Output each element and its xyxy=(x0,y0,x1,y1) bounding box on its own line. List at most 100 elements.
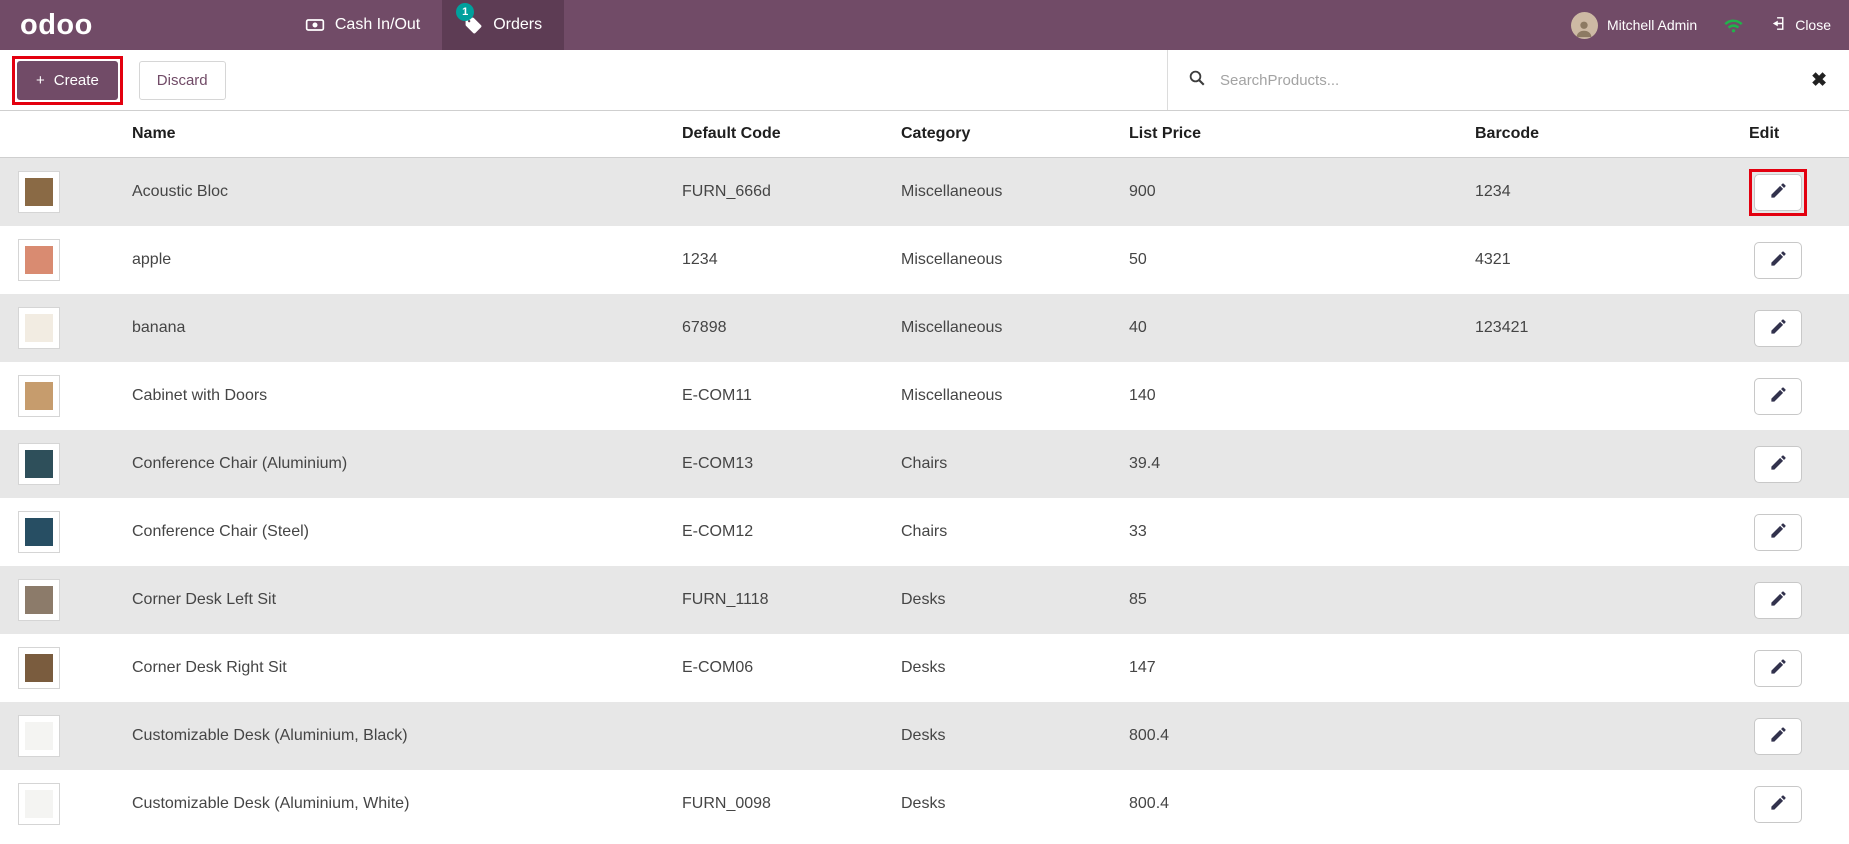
edit-button-wrapper xyxy=(1749,645,1807,692)
product-list-price: 33 xyxy=(1129,523,1147,540)
edit-product-button[interactable] xyxy=(1754,445,1802,483)
product-default-code: 1234 xyxy=(682,251,718,268)
edit-cell xyxy=(1749,509,1849,556)
table-header: Name Default Code Category List Price Ba… xyxy=(0,111,1849,158)
product-row[interactable]: banana 67898 Miscellaneous 40 123421 xyxy=(0,294,1849,362)
user-menu[interactable]: Mitchell Admin xyxy=(1570,11,1697,39)
discard-button[interactable]: Discard xyxy=(138,60,226,100)
plus-icon: + xyxy=(36,71,45,89)
edit-product-button[interactable] xyxy=(1754,581,1802,619)
product-row[interactable]: Conference Chair (Aluminium) E-COM13 Cha… xyxy=(0,430,1849,498)
cash-icon xyxy=(305,15,325,35)
edit-button-wrapper xyxy=(1749,168,1807,216)
header-category: Category xyxy=(901,125,971,142)
clear-search-button[interactable]: ✖ xyxy=(1811,69,1827,91)
product-list-price: 147 xyxy=(1129,659,1156,676)
product-row[interactable]: Customizable Desk (Aluminium, Black) Des… xyxy=(0,702,1849,770)
product-list-price: 800.4 xyxy=(1129,795,1170,812)
product-thumbnail xyxy=(18,375,60,417)
product-list-price: 39.4 xyxy=(1129,455,1161,472)
product-barcode: 4321 xyxy=(1475,251,1511,268)
header-name: Name xyxy=(132,125,176,142)
create-button-highlight: + Create xyxy=(12,55,123,105)
product-name: Customizable Desk (Aluminium, Black) xyxy=(132,727,408,744)
thumbnail-cell xyxy=(0,715,132,757)
product-category: Desks xyxy=(901,795,946,812)
nav-item-cash-in-out[interactable]: Cash In/Out xyxy=(283,0,442,50)
close-button[interactable]: Close xyxy=(1770,15,1831,35)
thumbnail-cell xyxy=(0,579,132,621)
edit-cell xyxy=(1749,577,1849,624)
edit-cell xyxy=(1749,645,1849,692)
product-default-code: FURN_1118 xyxy=(682,591,769,608)
thumbnail-cell xyxy=(0,171,132,213)
edit-product-button[interactable] xyxy=(1754,513,1802,551)
product-thumbnail xyxy=(18,783,60,825)
thumbnail-cell xyxy=(0,239,132,281)
create-button[interactable]: + Create xyxy=(17,60,118,100)
wifi-icon xyxy=(1723,13,1744,37)
product-category: Desks xyxy=(901,727,946,744)
product-thumbnail xyxy=(18,307,60,349)
header-edit: Edit xyxy=(1749,125,1780,142)
nav-item-orders[interactable]: 1 Orders xyxy=(442,0,565,50)
odoo-logo: odoo xyxy=(20,8,93,41)
pencil-icon xyxy=(1769,521,1788,543)
header-list-price: List Price xyxy=(1129,125,1202,142)
topbar-right: Mitchell Admin Close xyxy=(1570,0,1849,50)
nav-item-label: Orders xyxy=(493,16,543,33)
header-default-code: Default Code xyxy=(682,125,781,142)
edit-cell xyxy=(1749,373,1849,420)
product-row[interactable]: Corner Desk Right Sit E-COM06 Desks 147 xyxy=(0,634,1849,702)
edit-product-button[interactable] xyxy=(1754,377,1802,415)
pencil-icon xyxy=(1769,657,1788,679)
product-row[interactable]: Acoustic Bloc FURN_666d Miscellaneous 90… xyxy=(0,158,1849,226)
product-table: Name Default Code Category List Price Ba… xyxy=(0,111,1849,838)
close-label: Close xyxy=(1795,17,1831,33)
product-default-code: FURN_0098 xyxy=(682,795,771,812)
search-box: ✖ xyxy=(1167,50,1849,110)
thumbnail-cell xyxy=(0,443,132,485)
orders-icon xyxy=(464,16,483,35)
product-table-body: Acoustic Bloc FURN_666d Miscellaneous 90… xyxy=(0,158,1849,838)
product-category: Miscellaneous xyxy=(901,183,1003,200)
pencil-icon xyxy=(1769,249,1788,271)
product-category: Chairs xyxy=(901,455,948,472)
search-input[interactable] xyxy=(1218,70,1798,90)
product-thumbnail xyxy=(18,443,60,485)
edit-button-wrapper xyxy=(1749,373,1807,420)
product-category: Chairs xyxy=(901,523,948,540)
edit-product-button[interactable] xyxy=(1754,717,1802,755)
edit-button-wrapper xyxy=(1749,237,1807,284)
product-category: Desks xyxy=(901,659,946,676)
edit-cell xyxy=(1749,305,1849,352)
product-thumbnail xyxy=(18,171,60,213)
product-row[interactable]: Customizable Desk (Aluminium, White) FUR… xyxy=(0,770,1849,838)
pencil-icon xyxy=(1769,725,1788,747)
edit-product-button[interactable] xyxy=(1754,241,1802,279)
product-row[interactable]: Cabinet with Doors E-COM11 Miscellaneous… xyxy=(0,362,1849,430)
header-barcode: Barcode xyxy=(1475,125,1540,142)
edit-cell xyxy=(1749,781,1849,828)
edit-product-button[interactable] xyxy=(1754,785,1802,823)
product-row[interactable]: Conference Chair (Steel) E-COM12 Chairs … xyxy=(0,498,1849,566)
product-category: Desks xyxy=(901,591,946,608)
search-icon xyxy=(1188,69,1206,92)
toolbar: + Create Discard ✖ xyxy=(0,50,1849,111)
product-barcode: 123421 xyxy=(1475,319,1529,336)
edit-button-wrapper xyxy=(1749,441,1807,488)
product-row[interactable]: Corner Desk Left Sit FURN_1118 Desks 85 xyxy=(0,566,1849,634)
product-default-code: E-COM11 xyxy=(682,387,752,404)
topbar-nav: Cash In/Out 1 Orders xyxy=(283,0,565,50)
product-row[interactable]: apple 1234 Miscellaneous 50 4321 xyxy=(0,226,1849,294)
product-name: Cabinet with Doors xyxy=(132,387,268,404)
product-thumbnail xyxy=(18,647,60,689)
edit-product-button[interactable] xyxy=(1754,649,1802,687)
product-list-price: 85 xyxy=(1129,591,1147,608)
edit-product-button[interactable] xyxy=(1754,309,1802,347)
product-thumbnail xyxy=(18,239,60,281)
edit-product-button[interactable] xyxy=(1754,173,1802,211)
product-name: Conference Chair (Aluminium) xyxy=(132,455,348,472)
pencil-icon xyxy=(1769,317,1788,339)
